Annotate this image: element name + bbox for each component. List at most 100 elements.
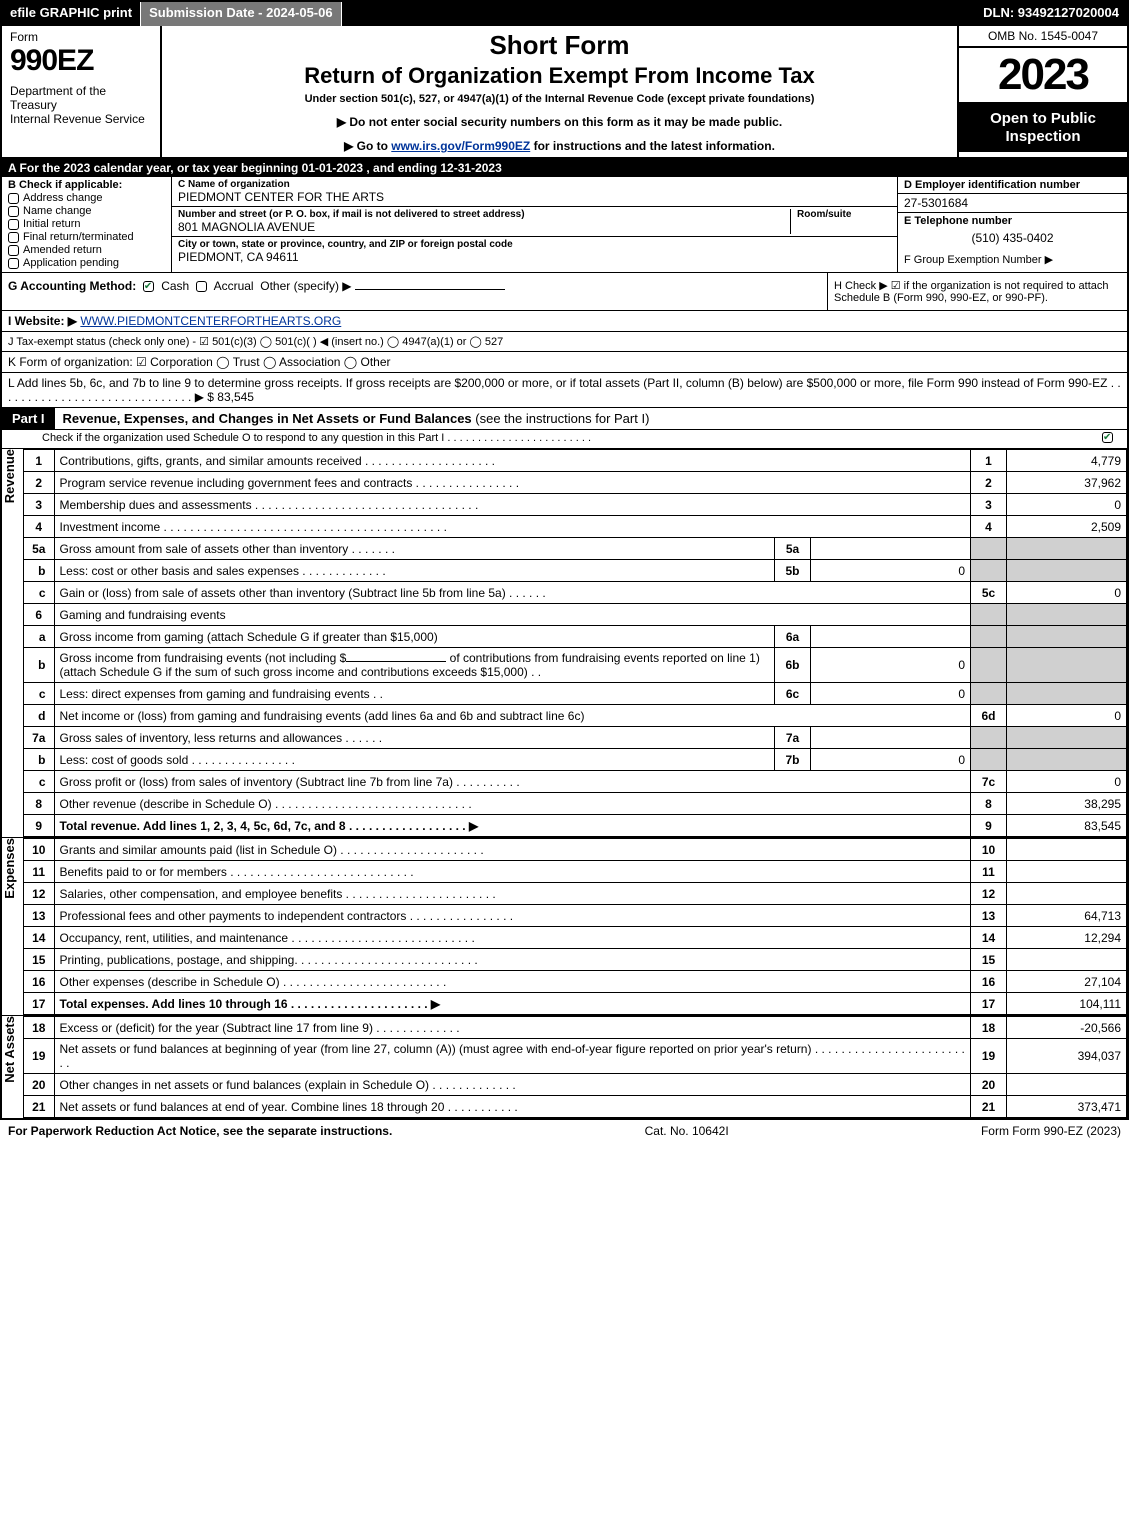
ein-label: D Employer identification number	[898, 177, 1127, 194]
city-label: City or town, state or province, country…	[178, 239, 891, 250]
column-b-checkboxes: B Check if applicable: Address change Na…	[2, 177, 172, 272]
tax-year: 2023	[959, 48, 1127, 104]
form-990ez-page: efile GRAPHIC print Submission Date - 20…	[0, 0, 1129, 1120]
gross-receipts-value: 83,545	[217, 390, 254, 404]
line-15: 15Printing, publications, postage, and s…	[24, 949, 1127, 971]
line-2: 2Program service revenue including gover…	[24, 472, 1127, 494]
org-name-label: C Name of organization	[178, 179, 891, 190]
city-value: PIEDMONT, CA 94611	[178, 250, 891, 264]
revenue-section: Revenue 1Contributions, gifts, grants, a…	[2, 449, 1127, 838]
line-6: 6Gaming and fundraising events	[24, 604, 1127, 626]
ein-value: 27-5301684	[898, 194, 1127, 213]
chk-accrual[interactable]	[196, 281, 207, 292]
form-label: Form	[10, 30, 152, 44]
header-center: Short Form Return of Organization Exempt…	[162, 26, 957, 157]
line-7a: 7aGross sales of inventory, less returns…	[24, 727, 1127, 749]
line-16: 16Other expenses (describe in Schedule O…	[24, 971, 1127, 993]
line-6b: bGross income from fundraising events (n…	[24, 648, 1127, 683]
line-5a: 5aGross amount from sale of assets other…	[24, 538, 1127, 560]
street-value: 801 MAGNOLIA AVENUE	[178, 220, 784, 234]
accounting-method: G Accounting Method: Cash Accrual Other …	[2, 273, 827, 310]
website-link[interactable]: WWW.PIEDMONTCENTERFORTHEARTS.ORG	[80, 314, 341, 328]
rows-b-through-f: B Check if applicable: Address change Na…	[2, 177, 1127, 273]
column-c-org-info: C Name of organization PIEDMONT CENTER F…	[172, 177, 897, 272]
line-5b: bLess: cost or other basis and sales exp…	[24, 560, 1127, 582]
chk-app-pending[interactable]: Application pending	[8, 257, 165, 269]
expenses-vertical-label: Expenses	[2, 838, 24, 1015]
line-4: 4Investment income . . . . . . . . . . .…	[24, 516, 1127, 538]
main-title: Return of Organization Exempt From Incom…	[170, 63, 949, 89]
form-version: Form Form 990-EZ (2023)	[981, 1124, 1121, 1138]
header-right: OMB No. 1545-0047 2023 Open to Public In…	[957, 26, 1127, 157]
net-assets-vertical-label: Net Assets	[2, 1016, 24, 1118]
catalog-number: Cat. No. 10642I	[645, 1124, 729, 1138]
city-field: City or town, state or province, country…	[172, 237, 897, 266]
line-12: 12Salaries, other compensation, and empl…	[24, 883, 1127, 905]
omb-number: OMB No. 1545-0047	[959, 26, 1127, 48]
irs-link[interactable]: www.irs.gov/Form990EZ	[391, 139, 530, 153]
row-l-gross-receipts: L Add lines 5b, 6c, and 7b to line 9 to …	[2, 373, 1127, 408]
efile-print-label[interactable]: efile GRAPHIC print	[2, 2, 141, 26]
expenses-section: Expenses 10Grants and similar amounts pa…	[2, 838, 1127, 1016]
page-footer: For Paperwork Reduction Act Notice, see …	[0, 1120, 1129, 1142]
expenses-table: 10Grants and similar amounts paid (list …	[24, 838, 1127, 1015]
chk-schedule-o-used[interactable]	[1102, 432, 1113, 443]
line-13: 13Professional fees and other payments t…	[24, 905, 1127, 927]
ssn-warning: ▶ Do not enter social security numbers o…	[170, 115, 949, 129]
line-14: 14Occupancy, rent, utilities, and mainte…	[24, 927, 1127, 949]
department-label: Department of the Treasury Internal Reve…	[10, 84, 152, 126]
part-i-badge: Part I	[2, 408, 55, 429]
line-7c: cGross profit or (loss) from sales of in…	[24, 771, 1127, 793]
chk-name-change[interactable]: Name change	[8, 205, 165, 217]
net-assets-section: Net Assets 18Excess or (deficit) for the…	[2, 1016, 1127, 1118]
chk-initial-return[interactable]: Initial return	[8, 218, 165, 230]
org-name-field: C Name of organization PIEDMONT CENTER F…	[172, 177, 897, 207]
open-to-public: Open to Public Inspection	[959, 104, 1127, 152]
subtitle: Under section 501(c), 527, or 4947(a)(1)…	[170, 93, 949, 105]
top-bar: efile GRAPHIC print Submission Date - 20…	[2, 2, 1127, 26]
line-5c: cGain or (loss) from sale of assets othe…	[24, 582, 1127, 604]
phone-value: (510) 435-0402	[898, 229, 1127, 247]
line-20: 20Other changes in net assets or fund ba…	[24, 1074, 1127, 1096]
line-6a: aGross income from gaming (attach Schedu…	[24, 626, 1127, 648]
goto-note: ▶ Go to www.irs.gov/Form990EZ for instru…	[170, 139, 949, 153]
line-6d: dNet income or (loss) from gaming and fu…	[24, 705, 1127, 727]
website-label: I Website: ▶	[8, 314, 77, 328]
street-label: Number and street (or P. O. box, if mail…	[178, 209, 784, 220]
row-i-website: I Website: ▶ WWW.PIEDMONTCENTERFORTHEART…	[2, 311, 1127, 332]
column-d-e-f: D Employer identification number 27-5301…	[897, 177, 1127, 272]
rows-g-h: G Accounting Method: Cash Accrual Other …	[2, 273, 1127, 311]
line-1: 1Contributions, gifts, grants, and simil…	[24, 450, 1127, 472]
chk-address-change[interactable]: Address change	[8, 192, 165, 204]
line-19: 19Net assets or fund balances at beginni…	[24, 1039, 1127, 1074]
b-header: B Check if applicable:	[8, 179, 165, 191]
line-7b: bLess: cost of goods sold . . . . . . . …	[24, 749, 1127, 771]
revenue-vertical-label: Revenue	[2, 449, 24, 837]
chk-amended[interactable]: Amended return	[8, 244, 165, 256]
line-21: 21Net assets or fund balances at end of …	[24, 1096, 1127, 1118]
room-label: Room/suite	[797, 209, 891, 220]
submission-date: Submission Date - 2024-05-06	[141, 2, 342, 26]
chk-cash[interactable]	[143, 281, 154, 292]
row-a-calendar-year: A For the 2023 calendar year, or tax yea…	[2, 159, 1127, 177]
group-exemption: F Group Exemption Number ▶	[898, 247, 1127, 272]
org-name-value: PIEDMONT CENTER FOR THE ARTS	[178, 190, 891, 204]
short-form-title: Short Form	[170, 30, 949, 61]
row-j-tax-exempt: J Tax-exempt status (check only one) - ☑…	[2, 332, 1127, 352]
part-i-title: Revenue, Expenses, and Changes in Net As…	[55, 408, 1127, 429]
line-8: 8Other revenue (describe in Schedule O) …	[24, 793, 1127, 815]
part-i-sub: Check if the organization used Schedule …	[2, 430, 1127, 449]
dln-number: DLN: 93492127020004	[975, 2, 1127, 26]
row-k-organization-form: K Form of organization: ☑ Corporation ◯ …	[2, 352, 1127, 373]
line-9: 9Total revenue. Add lines 1, 2, 3, 4, 5c…	[24, 815, 1127, 837]
paperwork-notice: For Paperwork Reduction Act Notice, see …	[8, 1124, 392, 1138]
line-6c: cLess: direct expenses from gaming and f…	[24, 683, 1127, 705]
line-11: 11Benefits paid to or for members . . . …	[24, 861, 1127, 883]
form-number: 990EZ	[10, 44, 152, 78]
form-header: Form 990EZ Department of the Treasury In…	[2, 26, 1127, 159]
g-label: G Accounting Method:	[8, 279, 136, 293]
schedule-b-check: H Check ▶ ☑ if the organization is not r…	[827, 273, 1127, 310]
revenue-table: 1Contributions, gifts, grants, and simil…	[24, 449, 1127, 837]
chk-final-return[interactable]: Final return/terminated	[8, 231, 165, 243]
line-3: 3Membership dues and assessments . . . .…	[24, 494, 1127, 516]
